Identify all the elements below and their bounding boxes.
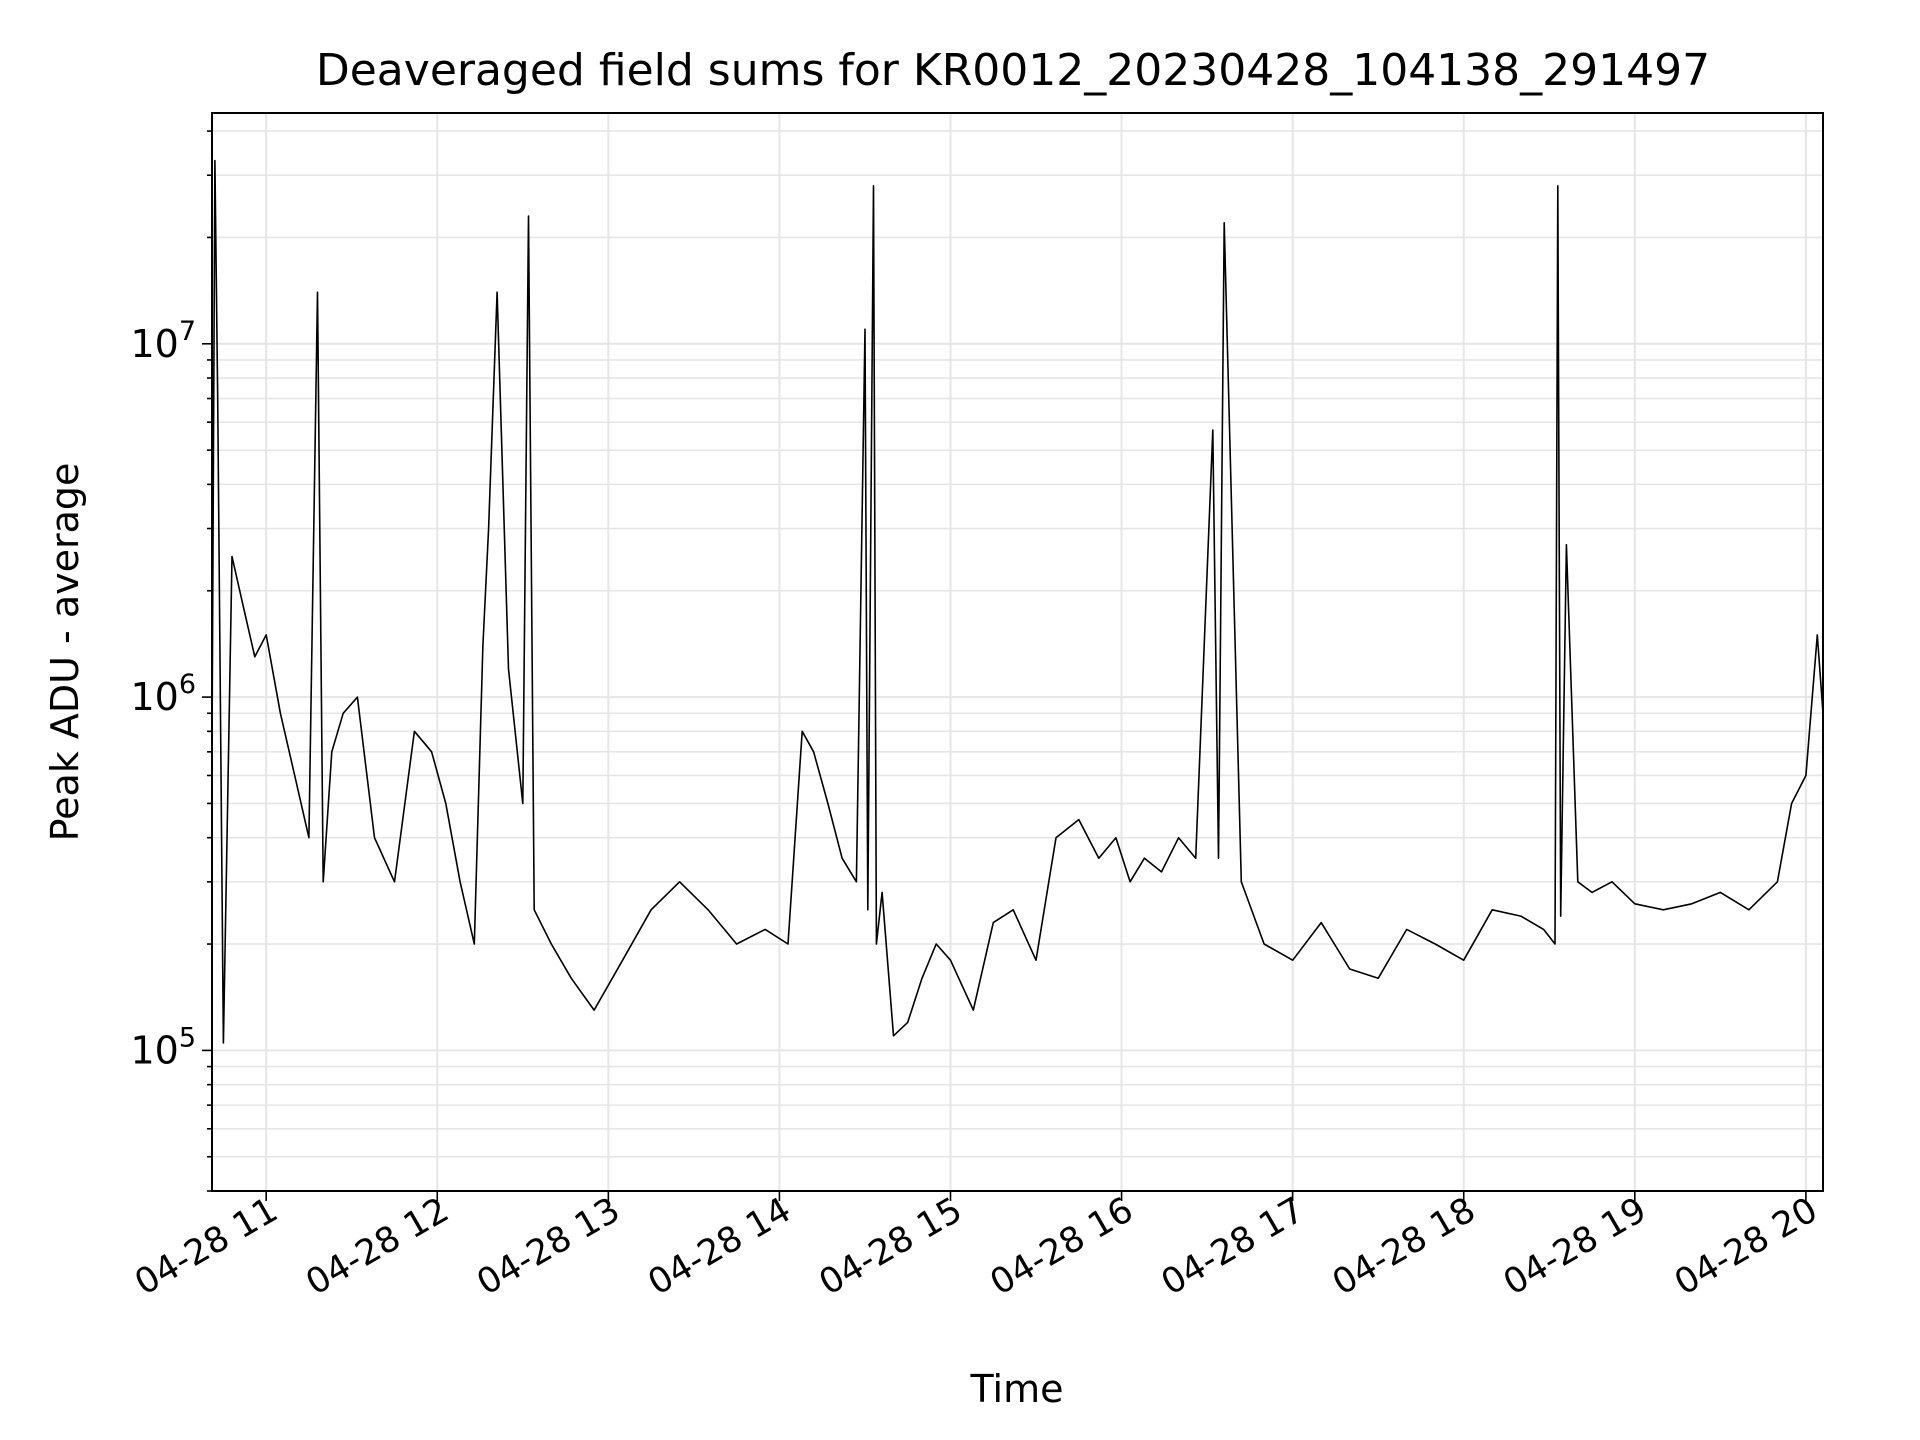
chart-title: Deaveraged field sums for KR0012_2023042… (316, 45, 1710, 96)
x-tick-label: 04-28 19 (1497, 1190, 1653, 1303)
y-axis-label: Peak ADU - average (43, 463, 87, 842)
x-tick-label: 04-28 18 (1326, 1190, 1482, 1303)
series-line (211, 159, 1824, 1044)
y-tick-label: 106 (130, 669, 196, 719)
y-tick-label: 105 (130, 1022, 196, 1072)
y-tick-label: 107 (130, 316, 196, 366)
y-tick-labels: 105 106 107 (130, 316, 196, 1073)
x-tick-label: 04-28 11 (128, 1190, 284, 1303)
x-tick-label: 04-28 12 (299, 1190, 455, 1303)
x-tick-label: 04-28 13 (471, 1190, 627, 1303)
x-tick-label: 04-28 14 (642, 1190, 798, 1303)
axis-ticks (202, 130, 1807, 1201)
x-tick-label: 04-28 17 (1155, 1190, 1311, 1303)
plot-frame (211, 112, 1824, 1192)
x-axis-label: Time (970, 1367, 1064, 1411)
grid-lines (212, 113, 1823, 1192)
x-tick-label: 04-28 16 (984, 1190, 1140, 1303)
x-tick-label: 04-28 20 (1668, 1190, 1824, 1303)
x-tick-labels: 04-28 11 04-28 12 04-28 13 04-28 14 04-28 15… (128, 1190, 1824, 1303)
x-tick-label: 04-28 15 (813, 1190, 969, 1303)
